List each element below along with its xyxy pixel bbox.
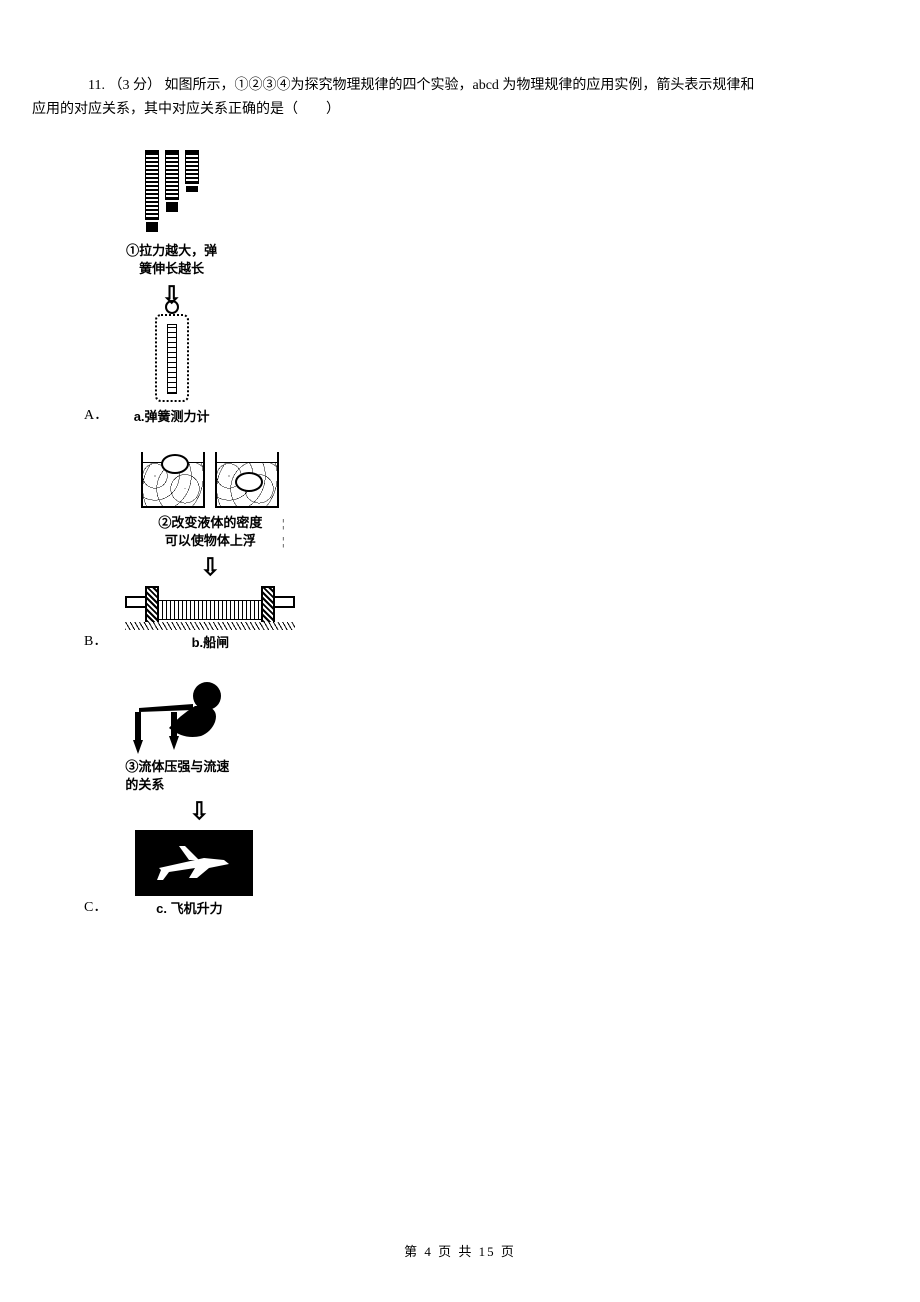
arrow-down-icon: ⇩	[200, 556, 220, 580]
option-a-app-caption: a.弹簧测力计	[134, 408, 210, 426]
page-footer: 第 4 页 共 15 页	[0, 1241, 920, 1260]
option-b-app-caption: b.船闸	[192, 634, 230, 652]
option-a-rule-caption: ①拉力越大，弹 簧伸长越长	[126, 242, 217, 278]
question-number: 11.	[88, 78, 105, 93]
option-c[interactable]: C． ③流体压强与流速 的关系	[84, 678, 860, 918]
beaker-float	[141, 452, 205, 508]
option-c-letter: C．	[84, 896, 107, 918]
springs-diagram	[145, 150, 199, 242]
beakers-diagram	[141, 452, 279, 508]
option-a-letter: A．	[84, 404, 108, 426]
question-line2: 应用的对应关系，其中对应关系正确的是（ ）	[32, 98, 340, 122]
option-b-figure: ②改变液体的密度 可以使物体上浮 ¦¦ ⇩ b.船闸	[125, 452, 295, 652]
person-blowing-icon	[129, 678, 249, 758]
question-stem: 11. （3 分） 如图所示，①②③④为探究物理规律的四个实验，abcd 为物理…	[60, 74, 860, 122]
option-c-rule-caption: ③流体压强与流速 的关系	[125, 758, 229, 794]
page-content: 11. （3 分） 如图所示，①②③④为探究物理规律的四个实验，abcd 为物理…	[0, 0, 920, 918]
spring-3	[185, 150, 199, 192]
option-b-rule-caption: ②改变液体的密度 可以使物体上浮	[158, 514, 262, 550]
dashed-marks: ¦¦	[282, 514, 284, 550]
ship-lock-diagram	[125, 586, 295, 630]
beaker-sink	[215, 452, 279, 508]
dynamometer-diagram	[155, 314, 189, 402]
arrow-down-icon: ⇩	[189, 800, 209, 824]
question-points: （3 分）	[108, 78, 161, 93]
spring-2	[165, 150, 179, 212]
option-b-letter: B．	[84, 630, 107, 652]
blowing-diagram	[129, 678, 249, 758]
airplane-icon	[149, 838, 239, 888]
option-c-app-caption: c. 飞机升力	[156, 900, 222, 918]
question-line1: 如图所示，①②③④为探究物理规律的四个实验，abcd 为物理规律的应用实例，箭头…	[164, 78, 754, 93]
option-a-figure: ①拉力越大，弹 簧伸长越长 ⇩ a.弹簧测力计	[126, 150, 217, 426]
airplane-diagram	[135, 830, 253, 896]
option-c-figure: ③流体压强与流速 的关系 ⇩ c. 飞机升力	[125, 678, 253, 918]
spring-1	[145, 150, 159, 232]
option-b[interactable]: B． ②改变液体的密度 可以使物体上浮 ¦¦ ⇩	[84, 452, 860, 652]
option-a[interactable]: A． ①拉力越大，弹 簧伸长越长 ⇩ a.弹簧测力计	[84, 150, 860, 426]
